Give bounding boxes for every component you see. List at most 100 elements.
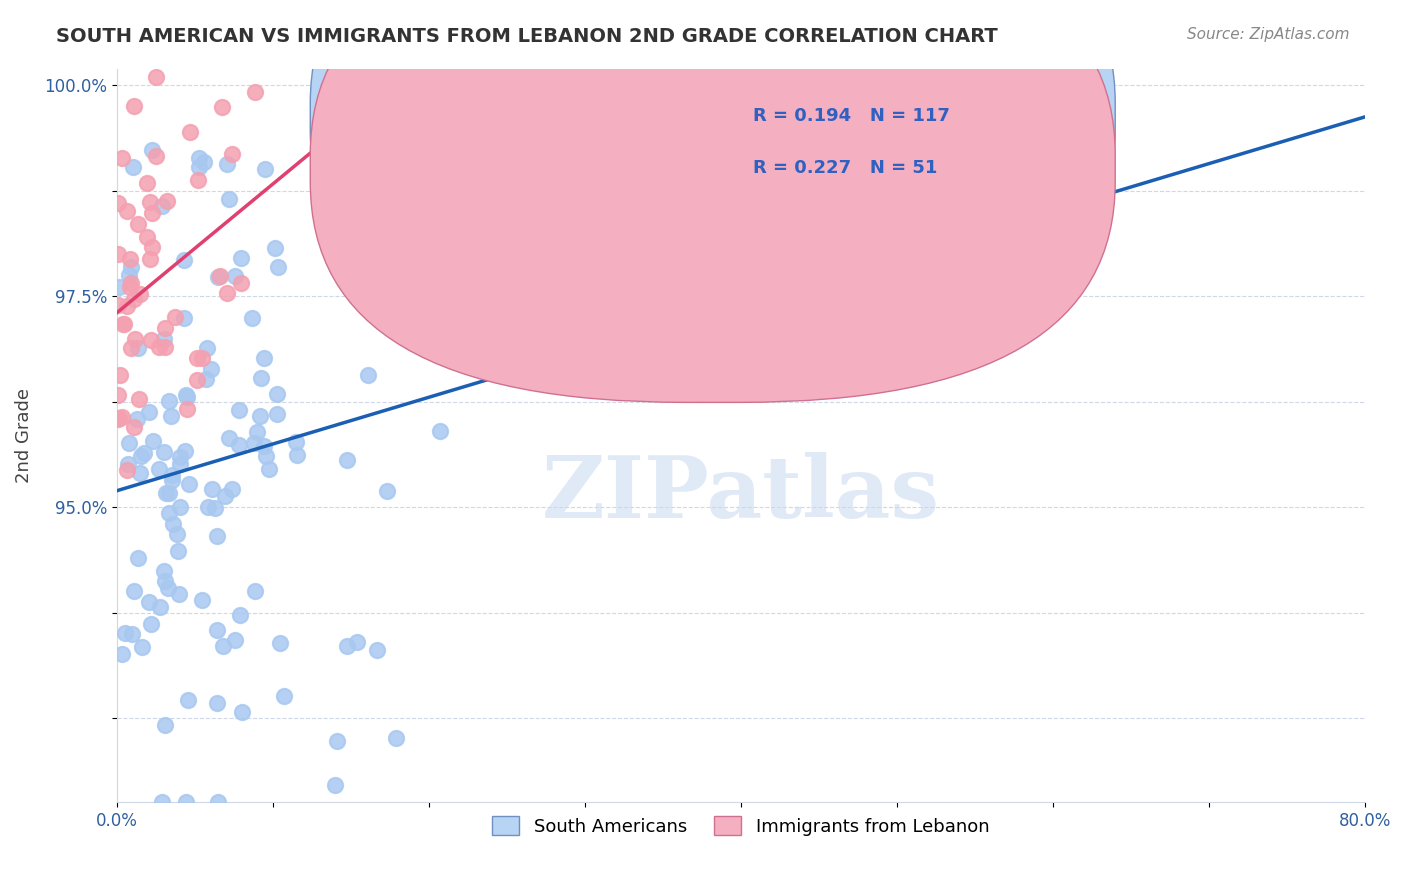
Immigrants from Lebanon [110,368,132,383]
Immigrants from Lebanon [107,411,129,425]
Immigrants from Lebanon [120,276,142,290]
South Americans [150,199,173,213]
South Americans [266,408,288,422]
South Americans [776,294,799,309]
South Americans [285,435,308,450]
South Americans [207,269,229,284]
South Americans [157,394,180,409]
South Americans [157,581,180,595]
FancyBboxPatch shape [659,90,1022,201]
South Americans [228,402,250,417]
South Americans [357,368,380,382]
South Americans [465,274,488,288]
South Americans [167,587,190,601]
South Americans [207,795,229,809]
Immigrants from Lebanon [176,401,198,416]
South Americans [215,156,238,170]
South Americans [249,409,271,423]
South Americans [366,643,388,657]
Immigrants from Lebanon [141,240,163,254]
South Americans [195,341,218,355]
South Americans [323,778,346,792]
South Americans [122,160,145,174]
Y-axis label: 2nd Grade: 2nd Grade [15,388,32,483]
South Americans [599,70,621,84]
South Americans [200,482,222,496]
South Americans [194,372,217,386]
Immigrants from Lebanon [145,148,167,162]
South Americans [127,341,149,355]
South Americans [173,310,195,325]
South Americans [152,332,174,346]
South Americans [214,488,236,502]
South Americans [120,260,142,274]
South Americans [346,635,368,649]
South Americans [173,252,195,267]
Immigrants from Lebanon [127,217,149,231]
FancyBboxPatch shape [311,0,1115,402]
South Americans [177,477,200,491]
South Americans [193,155,215,169]
South Americans [160,473,183,487]
South Americans [138,405,160,419]
South Americans [129,467,152,481]
Immigrants from Lebanon [107,411,129,425]
South Americans [124,584,146,599]
South Americans [191,592,214,607]
South Americans [264,240,287,254]
South Americans [150,795,173,809]
South Americans [218,431,240,445]
South Americans [169,457,191,471]
Immigrants from Lebanon [128,392,150,407]
Immigrants from Lebanon [115,299,138,313]
Immigrants from Lebanon [118,280,141,294]
Immigrants from Lebanon [139,195,162,210]
South Americans [127,550,149,565]
Immigrants from Lebanon [145,70,167,84]
South Americans [153,565,176,579]
Immigrants from Lebanon [187,173,209,187]
Immigrants from Lebanon [135,176,157,190]
South Americans [231,705,253,719]
Immigrants from Lebanon [120,341,142,355]
FancyBboxPatch shape [311,0,1115,351]
South Americans [267,260,290,275]
South Americans [155,574,177,589]
South Americans [224,633,246,648]
South Americans [153,718,176,732]
Immigrants from Lebanon [215,285,238,300]
South Americans [176,390,198,404]
South Americans [229,607,252,622]
South Americans [149,599,172,614]
Immigrants from Lebanon [148,340,170,354]
South Americans [250,371,273,385]
South Americans [138,595,160,609]
South Americans [148,461,170,475]
South Americans [243,583,266,598]
Legend: South Americans, Immigrants from Lebanon: South Americans, Immigrants from Lebanon [484,807,998,845]
Immigrants from Lebanon [221,147,243,161]
South Americans [273,689,295,703]
South Americans [221,482,243,496]
Immigrants from Lebanon [111,409,134,424]
South Americans [174,444,197,458]
Immigrants from Lebanon [141,206,163,220]
South Americans [111,647,134,661]
South Americans [285,448,308,462]
South Americans [218,192,240,206]
Text: SOUTH AMERICAN VS IMMIGRANTS FROM LEBANON 2ND GRADE CORRELATION CHART: SOUTH AMERICAN VS IMMIGRANTS FROM LEBANO… [56,27,998,45]
Immigrants from Lebanon [165,310,187,324]
South Americans [174,795,197,809]
South Americans [207,529,229,543]
Immigrants from Lebanon [191,351,214,365]
Immigrants from Lebanon [124,99,146,113]
Immigrants from Lebanon [111,151,134,165]
Immigrants from Lebanon [243,85,266,99]
South Americans [336,639,359,653]
South Americans [342,70,364,84]
Immigrants from Lebanon [107,298,129,312]
South Americans [121,626,143,640]
South Americans [160,409,183,424]
Text: R = 0.194   N = 117: R = 0.194 N = 117 [754,107,950,125]
South Americans [167,544,190,558]
